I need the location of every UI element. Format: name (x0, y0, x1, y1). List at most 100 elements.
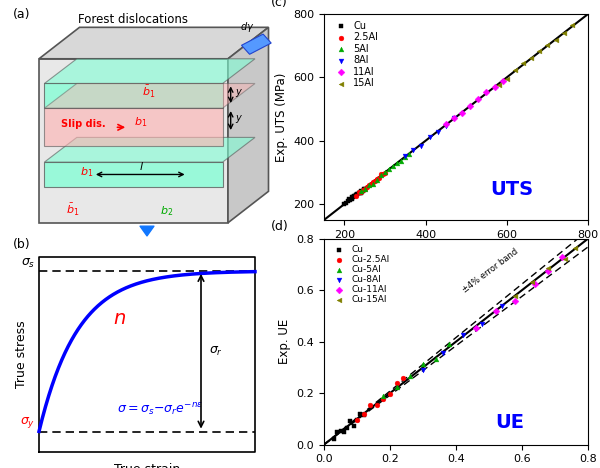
Cu-11Al (544, 267, 553, 275)
Cu (356, 187, 366, 195)
Cu (332, 429, 342, 436)
Cu-5Al (431, 355, 441, 363)
Cu-5Al (418, 360, 428, 368)
15Al (567, 21, 577, 29)
11Al (457, 110, 467, 117)
Cu-5Al (392, 383, 401, 391)
Polygon shape (44, 83, 223, 108)
5Al (376, 172, 386, 179)
Cu-8Al (497, 302, 507, 310)
Cu-2.5Al (392, 380, 401, 387)
11Al (498, 77, 508, 85)
2.5Al (362, 183, 371, 191)
Cu (349, 423, 359, 430)
Cu-15Al (511, 292, 520, 300)
Text: UE: UE (496, 413, 524, 432)
Polygon shape (228, 27, 269, 223)
Cu (349, 193, 358, 200)
Cu-2.5Al (352, 417, 362, 424)
Text: $n$: $n$ (113, 309, 127, 328)
Text: $y$: $y$ (235, 87, 243, 99)
Cu (359, 412, 368, 419)
Cu-2.5Al (379, 395, 388, 403)
2.5Al (354, 188, 364, 196)
8Al (449, 114, 459, 122)
Cu-8Al (478, 320, 487, 328)
Text: $\bar{b}_1$: $\bar{b}_1$ (66, 202, 79, 218)
Cu-8Al (438, 350, 448, 357)
5Al (380, 168, 390, 176)
5Al (404, 150, 414, 158)
Text: (a): (a) (13, 8, 31, 22)
Text: $d\gamma$: $d\gamma$ (240, 20, 254, 34)
8Al (433, 128, 443, 135)
2.5Al (368, 178, 377, 185)
Cu-11Al (557, 254, 566, 261)
Polygon shape (44, 162, 223, 187)
Y-axis label: Exp. UTS (MPa): Exp. UTS (MPa) (275, 73, 287, 161)
2.5Al (378, 170, 388, 178)
Cu (353, 190, 362, 198)
Polygon shape (44, 59, 255, 83)
2.5Al (352, 192, 361, 199)
Text: $\sigma_r$: $\sigma_r$ (209, 345, 223, 358)
Cu-5Al (405, 373, 415, 380)
8Al (416, 142, 426, 149)
Cu-11Al (530, 280, 540, 287)
Cu (352, 191, 361, 198)
11Al (482, 88, 491, 96)
15Al (494, 81, 503, 89)
Cu (347, 195, 356, 202)
Text: (d): (d) (271, 220, 289, 234)
5Al (388, 162, 398, 170)
Cu (343, 424, 352, 431)
Cu (350, 193, 359, 200)
2.5Al (376, 171, 386, 178)
15Al (542, 42, 552, 49)
8Al (441, 122, 451, 129)
Text: $\sigma_s$: $\sigma_s$ (20, 257, 35, 270)
Text: Slip dis.: Slip dis. (61, 119, 105, 129)
Cu-2.5Al (398, 374, 408, 382)
Cu-15Al (544, 264, 553, 272)
Cu (351, 191, 361, 198)
5Al (397, 157, 406, 165)
5Al (372, 176, 382, 184)
2.5Al (366, 181, 376, 188)
2.5Al (370, 177, 380, 184)
Text: (c): (c) (271, 0, 288, 9)
Cu-15Al (527, 278, 537, 286)
15Al (510, 66, 520, 74)
11Al (473, 95, 483, 103)
Polygon shape (44, 83, 255, 108)
5Al (360, 186, 370, 193)
Text: $l$: $l$ (139, 160, 144, 172)
Polygon shape (44, 138, 255, 162)
Cu (360, 185, 370, 193)
Polygon shape (241, 34, 271, 54)
2.5Al (364, 181, 373, 189)
Legend: Cu, Cu-2.5Al, Cu-5Al, Cu-8Al, Cu-11Al, Cu-15Al: Cu, Cu-2.5Al, Cu-5Al, Cu-8Al, Cu-11Al, C… (329, 243, 391, 306)
Cu-15Al (560, 255, 570, 262)
Cu-2.5Al (372, 401, 382, 409)
Legend: Cu, 2.5Al, 5Al, 8Al, 11Al, 15Al: Cu, 2.5Al, 5Al, 8Al, 11Al, 15Al (329, 19, 380, 90)
Cu (352, 416, 362, 424)
Text: True stress: True stress (15, 321, 28, 388)
Cu (336, 427, 346, 435)
Cu (341, 199, 351, 206)
Text: True strain: True strain (114, 463, 180, 468)
8Al (425, 133, 434, 141)
15Al (526, 55, 536, 62)
5Al (400, 154, 410, 161)
Cu-8Al (458, 331, 467, 338)
Cu (344, 197, 353, 205)
Cu (346, 417, 355, 424)
Cu-2.5Al (365, 402, 375, 409)
Text: (b): (b) (13, 238, 31, 251)
5Al (368, 180, 377, 188)
Cu (340, 200, 349, 207)
Cu (344, 196, 354, 203)
Text: $\sigma{=}\sigma_s{-}\sigma_r e^{-n\varepsilon}$: $\sigma{=}\sigma_s{-}\sigma_r e^{-n\vare… (118, 402, 203, 418)
Cu-11Al (471, 324, 481, 332)
11Al (449, 114, 459, 121)
